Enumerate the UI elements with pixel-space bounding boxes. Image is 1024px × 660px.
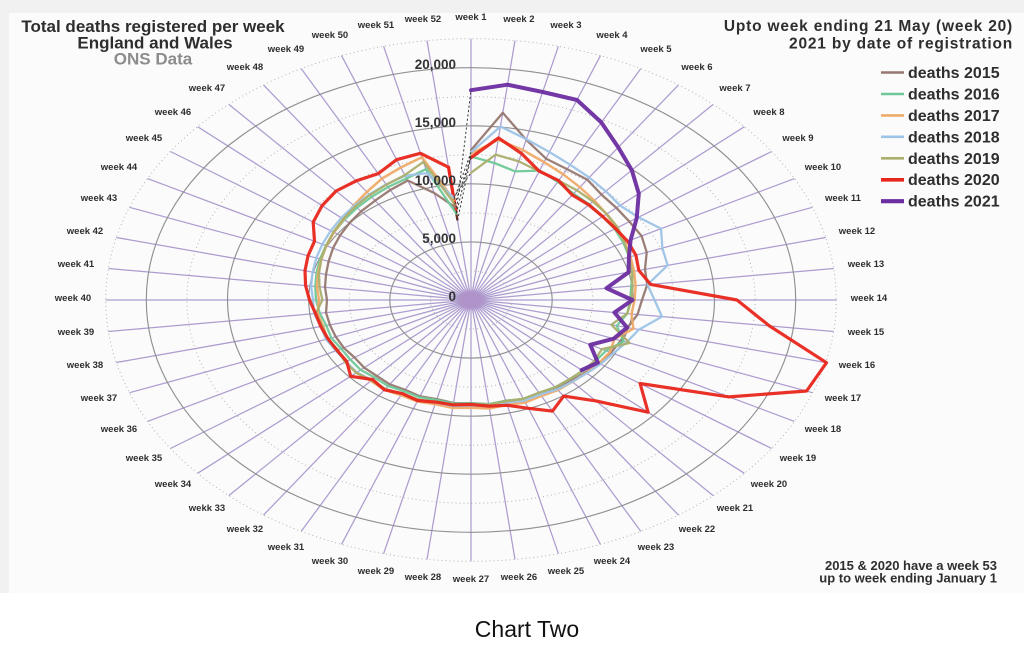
svg-text:week 25: week 25	[547, 566, 585, 577]
svg-text:week 26: week 26	[500, 572, 537, 583]
svg-text:week 28: week 28	[404, 572, 441, 583]
svg-text:week 15: week 15	[847, 327, 885, 338]
svg-text:week 39: week 39	[57, 327, 94, 338]
svg-text:Upto week ending 21 May (week: Upto week ending 21 May (week 20)	[724, 18, 1013, 35]
svg-text:week 43: week 43	[80, 193, 117, 204]
svg-text:Chart Two: Chart Two	[475, 616, 579, 642]
svg-text:week 8: week 8	[752, 107, 784, 118]
svg-text:deaths 2016: deaths 2016	[908, 87, 1000, 104]
svg-text:2021 by date of registration: 2021 by date of registration	[789, 36, 1013, 53]
svg-text:week 16: week 16	[838, 360, 875, 371]
svg-text:0: 0	[448, 289, 456, 304]
svg-text:week 31: week 31	[267, 542, 305, 553]
svg-text:week 21: week 21	[716, 503, 754, 514]
svg-text:week 9: week 9	[781, 133, 813, 144]
svg-text:week 6: week 6	[680, 62, 712, 73]
svg-text:week 30: week 30	[311, 556, 348, 567]
svg-text:week 7: week 7	[718, 83, 750, 94]
svg-text:week 20: week 20	[750, 479, 787, 490]
svg-text:week 18: week 18	[804, 424, 841, 435]
svg-text:week 37: week 37	[80, 393, 117, 404]
svg-text:deaths 2015: deaths 2015	[908, 65, 1000, 82]
svg-text:week 40: week 40	[54, 293, 91, 304]
svg-text:15,000: 15,000	[415, 115, 456, 130]
svg-text:deaths 2019: deaths 2019	[908, 151, 1000, 168]
svg-text:week 44: week 44	[100, 162, 138, 173]
svg-text:deaths 2018: deaths 2018	[908, 129, 1000, 146]
svg-text:week 22: week 22	[678, 524, 715, 535]
svg-text:week 13: week 13	[847, 259, 884, 270]
svg-text:week 17: week 17	[824, 393, 861, 404]
svg-text:up to week ending January 1: up to week ending January 1	[819, 571, 997, 586]
svg-text:week 27: week 27	[452, 574, 489, 585]
svg-text:England and Wales: England and Wales	[77, 34, 232, 53]
svg-text:week 46: week 46	[154, 107, 191, 118]
svg-text:deaths 2017: deaths 2017	[908, 108, 1000, 125]
svg-text:deaths 2020: deaths 2020	[908, 172, 1000, 189]
svg-text:week 35: week 35	[125, 453, 163, 464]
svg-text:5,000: 5,000	[422, 231, 456, 246]
svg-text:week 36: week 36	[100, 424, 137, 435]
svg-text:week 29: week 29	[357, 566, 394, 577]
svg-text:week 1: week 1	[454, 12, 487, 23]
svg-text:week 14: week 14	[850, 293, 888, 304]
svg-text:week 42: week 42	[66, 226, 103, 237]
svg-text:deaths 2021: deaths 2021	[908, 194, 1000, 211]
svg-text:week 23: week 23	[637, 542, 674, 553]
svg-text:ONS Data: ONS Data	[114, 50, 193, 69]
svg-text:week 47: week 47	[188, 83, 225, 94]
svg-text:week 10: week 10	[804, 162, 841, 173]
svg-text:week 3: week 3	[549, 20, 581, 31]
svg-text:week 50: week 50	[311, 30, 348, 41]
svg-text:Total deaths registered per we: Total deaths registered per week	[21, 17, 285, 36]
svg-text:week 52: week 52	[404, 14, 441, 25]
svg-text:week 34: week 34	[154, 479, 192, 490]
svg-text:week 12: week 12	[838, 226, 875, 237]
svg-text:week 49: week 49	[267, 44, 304, 55]
svg-text:week 4: week 4	[595, 30, 628, 41]
svg-text:week 45: week 45	[125, 133, 163, 144]
svg-text:week 19: week 19	[779, 453, 816, 464]
svg-text:week 51: week 51	[357, 20, 395, 31]
svg-text:wekk 33: wekk 33	[188, 503, 225, 514]
svg-text:week 41: week 41	[57, 259, 95, 270]
svg-text:week 32: week 32	[226, 524, 263, 535]
svg-text:2015 & 2020 have a week 53: 2015 & 2020 have a week 53	[825, 558, 997, 573]
svg-text:week 48: week 48	[226, 62, 263, 73]
svg-text:week 2: week 2	[502, 14, 534, 25]
svg-text:week 5: week 5	[639, 44, 672, 55]
svg-text:week 24: week 24	[593, 556, 631, 567]
svg-text:10,000: 10,000	[415, 173, 456, 188]
svg-text:20,000: 20,000	[415, 57, 456, 72]
svg-text:week 38: week 38	[66, 360, 103, 371]
svg-text:week 11: week 11	[824, 193, 862, 204]
